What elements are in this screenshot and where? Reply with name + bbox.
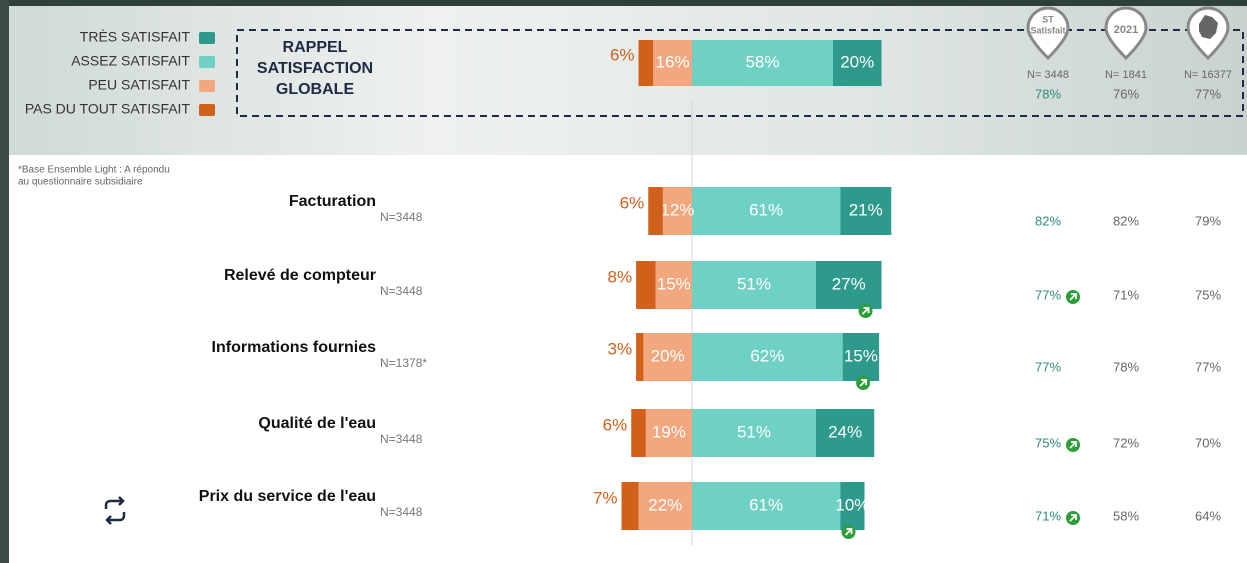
value-label: 27% (832, 274, 866, 293)
legend-swatch (199, 56, 215, 68)
value-label: 7% (593, 488, 618, 507)
legend-label: PAS DU TOUT SATISFAIT (25, 101, 191, 117)
value-label: 19% (652, 422, 686, 441)
column-value: 58% (1113, 508, 1139, 523)
column-header: ST (1042, 14, 1054, 24)
value-label: 62% (750, 346, 784, 365)
column-value: 77% (1195, 359, 1221, 374)
value-label: 8% (608, 267, 633, 286)
column-value: 71% (1035, 508, 1061, 523)
value-label: 15% (844, 346, 878, 365)
value-label: 61% (749, 200, 783, 219)
column-value: 71% (1113, 287, 1139, 302)
column-n: N= 1841 (1105, 69, 1147, 81)
value-label: 20% (840, 52, 874, 71)
column-header: 2021 (1114, 24, 1138, 36)
value-label: 22% (648, 495, 682, 514)
value-label: 16% (656, 52, 690, 71)
value-label: 3% (608, 339, 633, 358)
sample-size: N=1378* (380, 356, 427, 370)
category-label: Relevé de compteur (224, 267, 376, 284)
global-title: RAPPEL (283, 39, 348, 56)
column-global: 76% (1113, 86, 1139, 101)
value-label: 6% (610, 45, 635, 64)
global-title: SATISFACTION (257, 60, 373, 77)
footnote: *Base Ensemble Light : A répondu (18, 165, 170, 176)
legend-swatch (199, 32, 215, 44)
column-value: 78% (1113, 359, 1139, 374)
sample-size: N=3448 (380, 505, 423, 519)
value-label: 51% (737, 274, 771, 293)
legend-label: ASSEZ SATISFAIT (71, 53, 190, 69)
legend-label: PEU SATISFAIT (88, 77, 190, 93)
column-value: 82% (1113, 213, 1139, 228)
value-label: 58% (745, 52, 779, 71)
value-label: 20% (651, 346, 685, 365)
legend-label: TRÈS SATISFAIT (80, 29, 191, 45)
bar-segment (648, 187, 663, 235)
sample-size: N=3448 (380, 210, 423, 224)
footnote: au questionnaire subsidiaire (18, 177, 143, 188)
chart: TRÈS SATISFAIT ASSEZ SATISFAIT PEU SATISFA… (0, 0, 1247, 563)
column-n: N= 3448 (1027, 69, 1069, 81)
column-value: 79% (1195, 213, 1221, 228)
value-label: 21% (849, 200, 883, 219)
value-label: 61% (749, 495, 783, 514)
value-label: 51% (737, 422, 771, 441)
value-label: 12% (660, 200, 694, 219)
top-edge (0, 0, 1247, 6)
bar-segment (636, 261, 655, 309)
value-label: 24% (828, 422, 862, 441)
category-label: Qualité de l'eau (258, 415, 376, 432)
sample-size: N=3448 (380, 432, 423, 446)
category-label: Informations fournies (212, 339, 377, 356)
column-value: 70% (1195, 435, 1221, 450)
column-value: 64% (1195, 508, 1221, 523)
value-label: 6% (620, 193, 645, 212)
value-label: 15% (657, 274, 691, 293)
column-header: Satisfait (1030, 25, 1065, 35)
bar-segment (636, 333, 643, 381)
column-value: 77% (1035, 359, 1061, 374)
left-edge (0, 0, 9, 563)
column-value: 75% (1195, 287, 1221, 302)
column-global: 77% (1195, 86, 1221, 101)
column-global: 78% (1035, 86, 1061, 101)
global-title: GLOBALE (276, 81, 355, 98)
legend-swatch (199, 104, 215, 116)
column-value: 82% (1035, 213, 1061, 228)
column-value: 75% (1035, 435, 1061, 450)
category-label: Prix du service de l'eau (199, 488, 376, 505)
category-label: Facturation (289, 193, 376, 210)
legend-swatch (199, 80, 215, 92)
value-label: 10% (835, 495, 869, 514)
bar-segment (622, 482, 639, 530)
sample-size: N=3448 (380, 284, 423, 298)
column-value: 72% (1113, 435, 1139, 450)
bar-segment (639, 40, 654, 86)
bar-segment (631, 409, 646, 457)
value-label: 6% (603, 415, 628, 434)
column-n: N= 16377 (1184, 69, 1232, 81)
column-value: 77% (1035, 287, 1061, 302)
